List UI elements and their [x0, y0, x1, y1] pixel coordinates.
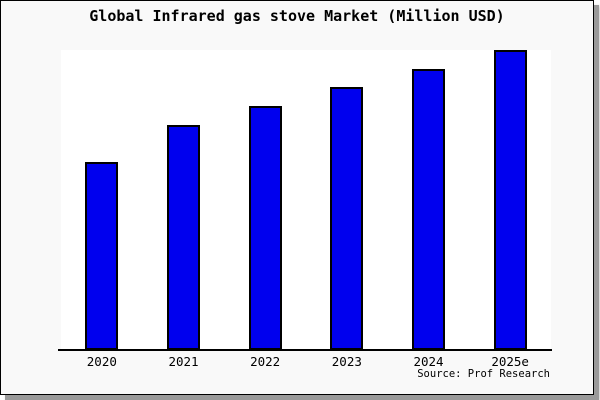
bar-2020	[85, 162, 119, 350]
x-tick-label-2021: 2021	[168, 354, 199, 369]
x-tick-label-2024: 2024	[413, 354, 444, 369]
bar-2021	[167, 125, 200, 350]
x-tick-label-2022: 2022	[250, 354, 281, 369]
bar-2022	[248, 106, 282, 350]
x-tick-label-2020: 2020	[86, 354, 117, 369]
bar-2023	[330, 87, 364, 350]
bar-2025e	[493, 50, 527, 350]
x-axis-line	[58, 349, 552, 351]
x-tick-label-2023: 2023	[331, 354, 362, 369]
bar-2024	[412, 69, 445, 350]
x-tick-label-2025e: 2025e	[491, 354, 529, 369]
source-note: Source: Prof Research	[417, 368, 550, 380]
chart-title: Global Infrared gas stove Market (Millio…	[89, 7, 505, 25]
chart-figure: Global Infrared gas stove Market (Millio…	[0, 0, 594, 395]
plot-area	[61, 50, 551, 351]
